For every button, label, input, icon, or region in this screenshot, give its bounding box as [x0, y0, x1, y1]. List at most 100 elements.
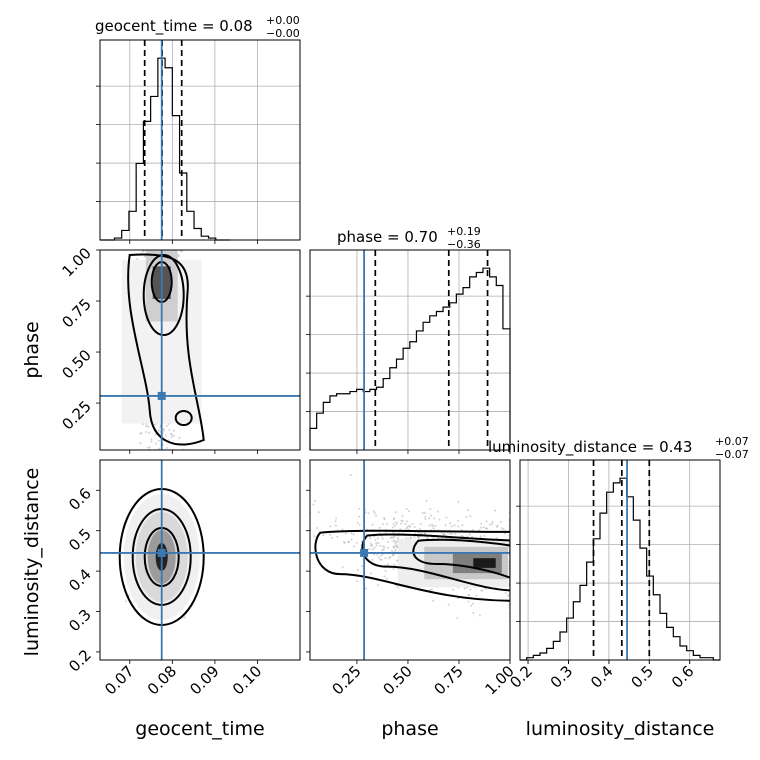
sample-point [147, 425, 150, 428]
sample-point [336, 535, 339, 538]
contour-line [127, 253, 205, 446]
sample-point [491, 521, 494, 524]
y-tick-label: 0.6 [65, 484, 95, 514]
panel-frame [309, 459, 511, 661]
sample-point [371, 548, 374, 551]
sample-point [142, 250, 145, 253]
title-minus: −0.00 [266, 27, 300, 40]
sample-point [419, 522, 422, 525]
sample-point [413, 525, 416, 528]
sample-point [384, 557, 387, 560]
sample-point [430, 588, 433, 591]
sample-point [390, 536, 393, 539]
y-tick-label: 1.00 [58, 244, 94, 280]
title-plus: +0.19 [447, 225, 481, 238]
sample-point [395, 541, 398, 544]
sample-point [423, 512, 426, 515]
title-phase: phase = 0.70 [337, 228, 438, 246]
sample-point [424, 532, 427, 535]
title-minus: −0.07 [715, 448, 749, 461]
sample-point [158, 447, 161, 450]
title-name: phase [337, 228, 382, 246]
sample-point [392, 567, 395, 570]
sample-point [377, 542, 380, 545]
density-cell [473, 558, 496, 568]
title-name: luminosity_distance [488, 438, 637, 457]
sample-point [376, 537, 379, 540]
sample-point [364, 587, 367, 590]
sample-point [479, 535, 482, 538]
panel-geocent-time-vs-phase: 0.25 0.50 0.75 1.00 [58, 244, 301, 454]
sample-point [164, 434, 167, 437]
sample-point [465, 515, 468, 518]
sample-point [486, 527, 489, 530]
sample-point [375, 542, 378, 545]
sample-point [392, 537, 395, 540]
sample-point [396, 546, 399, 549]
sample-point [139, 442, 142, 445]
sample-point [393, 546, 396, 549]
sample-point [140, 432, 143, 435]
sample-point [421, 512, 424, 515]
sample-point [405, 507, 408, 510]
sample-point [374, 514, 377, 517]
sample-point [381, 548, 384, 551]
x-tick-label: 0.09 [186, 662, 222, 698]
sample-point [360, 564, 363, 567]
sample-point [356, 521, 359, 524]
y-tick-label: 0.25 [58, 397, 94, 433]
sample-point [502, 528, 505, 531]
sample-point [141, 423, 144, 426]
sample-point [504, 592, 507, 595]
sample-point [335, 517, 338, 520]
sample-point [405, 520, 408, 523]
sample-point [154, 433, 157, 436]
panel-frame [99, 459, 301, 661]
sample-point [395, 544, 398, 547]
panel-frame [99, 249, 301, 451]
sample-point [394, 511, 397, 514]
sample-point [400, 519, 403, 522]
sample-point [375, 544, 378, 547]
sample-point [154, 442, 157, 445]
sample-point [467, 509, 470, 512]
sample-point [471, 528, 474, 531]
title-geocent-time: geocent_time = 0.08 [95, 17, 253, 36]
sample-point [148, 446, 151, 449]
histogram-luminosity-distance [520, 477, 720, 661]
sample-point [480, 522, 483, 525]
sample-point [386, 563, 389, 566]
x-tick-label: 0.75 [430, 662, 466, 698]
title-plus: +0.07 [715, 435, 749, 448]
sample-point [143, 255, 146, 258]
sample-point [358, 507, 361, 510]
sample-point [481, 589, 484, 592]
sample-point [496, 524, 499, 527]
sample-point [383, 575, 386, 578]
sample-point [382, 548, 385, 551]
panel-phase-vs-luminosity-distance [306, 459, 511, 664]
sample-point [418, 528, 421, 531]
sample-point [379, 544, 382, 547]
sample-point [436, 510, 439, 513]
sample-point [468, 533, 471, 536]
sample-point [417, 536, 420, 539]
sample-point [417, 535, 420, 538]
sample-point [383, 517, 386, 520]
sample-point [448, 532, 451, 535]
sample-point [472, 612, 475, 615]
sample-point [347, 540, 350, 543]
sample-point [377, 556, 380, 559]
sample-point [488, 523, 491, 526]
sample-point [374, 538, 377, 541]
sample-point [367, 512, 370, 515]
sample-point [475, 594, 478, 597]
sample-point [150, 440, 153, 443]
sample-point [381, 523, 384, 526]
sample-point [445, 516, 448, 519]
sample-point [369, 572, 372, 575]
sample-point [153, 423, 156, 426]
panel-frame [309, 249, 511, 451]
sample-point [428, 517, 431, 520]
